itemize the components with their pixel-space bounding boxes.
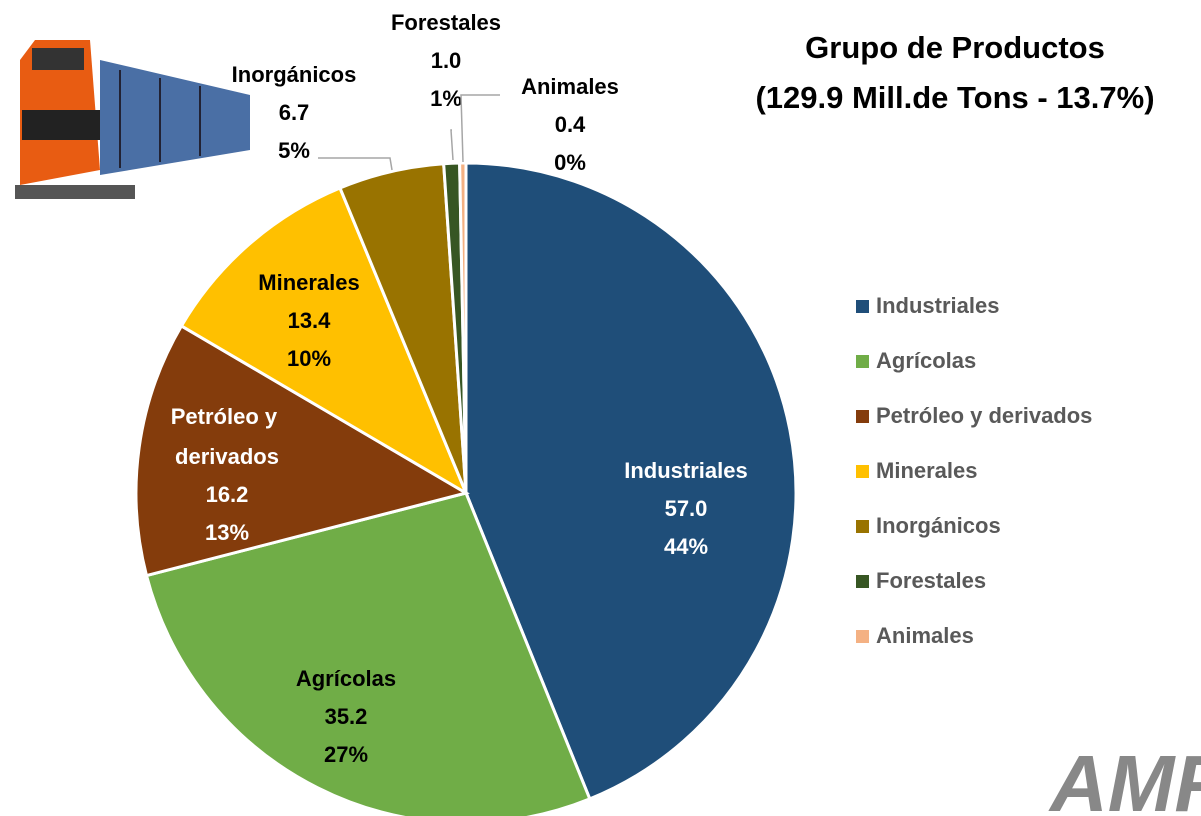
legend-swatch [856, 355, 869, 368]
leader-line [318, 158, 392, 170]
legend: Industriales Agrícolas Petróleo y derivado… [856, 293, 1092, 648]
legend-label: Industriales [876, 293, 999, 318]
slice-label-name: Animales [521, 74, 619, 99]
slice-label-name: Agrícolas [296, 666, 396, 691]
legend-label: Minerales [876, 458, 978, 483]
slice-label-percent: 10% [287, 346, 331, 371]
slice-label-percent: 0% [554, 150, 586, 175]
legend-swatch [856, 465, 869, 478]
slice-label-value: 1.0 [431, 48, 462, 73]
slice-label-value: 57.0 [665, 496, 708, 521]
slice-label-percent: 5% [278, 138, 310, 163]
legend-label: Petróleo y derivados [876, 403, 1092, 428]
slice-label-name: Inorgánicos [232, 62, 357, 87]
legend-label: Animales [876, 623, 974, 648]
slice-label-name: Minerales [258, 270, 360, 295]
leader-line [461, 95, 500, 162]
logo: AMF [1048, 739, 1201, 816]
slice-label-value: 13.4 [288, 308, 332, 333]
legend-label: Forestales [876, 568, 986, 593]
legend-swatch [856, 630, 869, 643]
slice-label-name: Forestales [391, 10, 501, 35]
legend-swatch [856, 410, 869, 423]
label-line: Petróleo y [171, 404, 283, 429]
leader-line [451, 130, 453, 160]
chart-title: Grupo de Productos [805, 30, 1105, 65]
legend-label: Inorgánicos [876, 513, 1001, 538]
slice-label-percent: 13% [205, 520, 249, 545]
slice-label-percent: 1% [430, 86, 462, 111]
slice-label-value: 6.7 [279, 100, 310, 125]
slice-label-name: Industriales [624, 458, 747, 483]
train-illustration [15, 40, 250, 199]
legend-swatch [856, 575, 869, 588]
label-line: derivados [175, 444, 279, 469]
slice-label-value: 16.2 [206, 482, 249, 507]
chart: Grupo de Productos (129.9 Mill.de Tons -… [0, 0, 1201, 816]
legend-swatch [856, 300, 869, 313]
slice-label-value: 0.4 [555, 112, 586, 137]
chart-subtitle: (129.9 Mill.de Tons - 13.7%) [755, 80, 1154, 115]
slice-label-percent: 27% [324, 742, 368, 767]
slice-label-percent: 44% [664, 534, 708, 559]
legend-swatch [856, 520, 869, 533]
legend-label: Agrícolas [876, 348, 976, 373]
slice-label-value: 35.2 [325, 704, 368, 729]
